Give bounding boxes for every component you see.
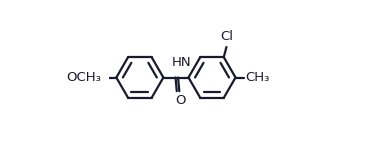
Text: O: O <box>175 94 185 107</box>
Text: HN: HN <box>172 56 191 69</box>
Text: OCH₃: OCH₃ <box>67 71 101 84</box>
Text: Cl: Cl <box>220 30 233 43</box>
Text: CH₃: CH₃ <box>245 71 269 84</box>
